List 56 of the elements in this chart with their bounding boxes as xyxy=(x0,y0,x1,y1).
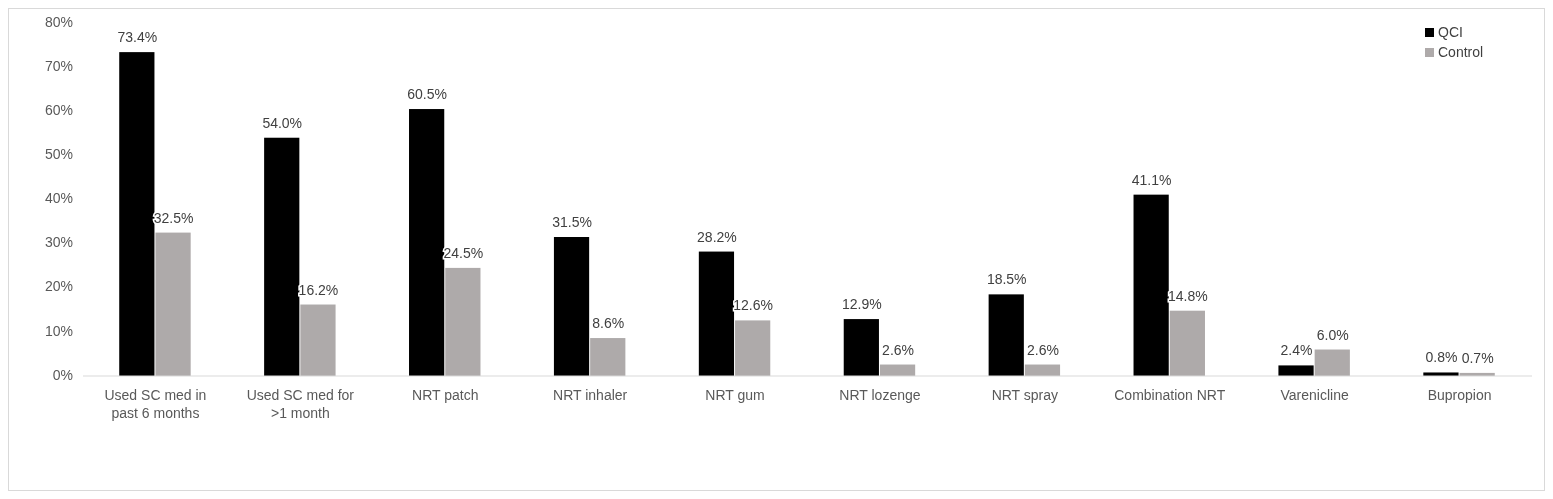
data-label: 2.6% xyxy=(1027,341,1059,358)
bar xyxy=(300,304,336,376)
data-label: 60.5% xyxy=(407,86,447,103)
x-tick-label: Bupropion xyxy=(1427,387,1492,403)
y-tick-label: 70% xyxy=(44,57,73,74)
data-label: 31.5% xyxy=(552,214,592,231)
y-tick-label: 60% xyxy=(44,101,73,118)
data-label: 8.6% xyxy=(592,315,625,332)
x-tick-label: NRT patch xyxy=(412,387,479,403)
x-tick-label: NRT spray xyxy=(991,387,1059,403)
data-label: 0.8% xyxy=(1425,349,1458,366)
bar xyxy=(1133,194,1169,376)
y-tick-label: 10% xyxy=(44,322,73,339)
legend-label: QCI xyxy=(1438,23,1463,40)
bar xyxy=(590,338,626,376)
y-tick-label: 20% xyxy=(44,278,73,295)
y-tick-label: 40% xyxy=(44,190,73,207)
data-label: 6.0% xyxy=(1316,326,1349,343)
x-tick-label: NRT lozenge xyxy=(839,387,921,403)
data-label: 12.6% xyxy=(733,297,774,314)
data-label: 18.5% xyxy=(986,271,1027,288)
data-label: 14.8% xyxy=(1168,287,1208,304)
bar xyxy=(843,319,879,376)
bar xyxy=(445,267,481,376)
x-tick-label: Used SC med for >1 month xyxy=(246,387,355,421)
bar xyxy=(155,232,191,376)
data-label: 0.7% xyxy=(1461,349,1494,366)
data-label: 2.6% xyxy=(882,341,915,358)
y-tick-label: 50% xyxy=(44,146,73,163)
bar xyxy=(119,52,155,376)
x-tick-label: Varenicline xyxy=(1280,387,1349,403)
data-label: 12.9% xyxy=(841,296,882,313)
data-label: 28.2% xyxy=(697,228,737,245)
bar xyxy=(1278,365,1314,376)
bar xyxy=(698,251,735,376)
bar xyxy=(735,320,771,376)
data-label: 24.5% xyxy=(443,244,484,261)
y-tick-label: 0% xyxy=(52,366,73,383)
bar xyxy=(553,237,590,376)
bar xyxy=(264,137,300,376)
x-tick-label: Combination NRT xyxy=(1114,387,1226,403)
legend-label: Control xyxy=(1438,43,1484,60)
data-label: 41.1% xyxy=(1131,171,1172,188)
data-label: 16.2% xyxy=(298,281,339,298)
bar xyxy=(1314,349,1350,376)
y-tick-label: 80% xyxy=(44,13,73,30)
data-label: 2.4% xyxy=(1280,342,1313,359)
data-label: 73.4% xyxy=(117,29,158,46)
x-tick-label: NRT inhaler xyxy=(553,387,628,403)
x-tick-label: NRT gum xyxy=(705,387,765,403)
bar xyxy=(988,294,1024,376)
bar xyxy=(409,109,445,376)
y-tick-label: 30% xyxy=(44,234,73,251)
bar xyxy=(1169,310,1205,376)
x-tick-label: Used SC med in past 6 months xyxy=(104,387,207,421)
data-label: 54.0% xyxy=(262,114,303,131)
